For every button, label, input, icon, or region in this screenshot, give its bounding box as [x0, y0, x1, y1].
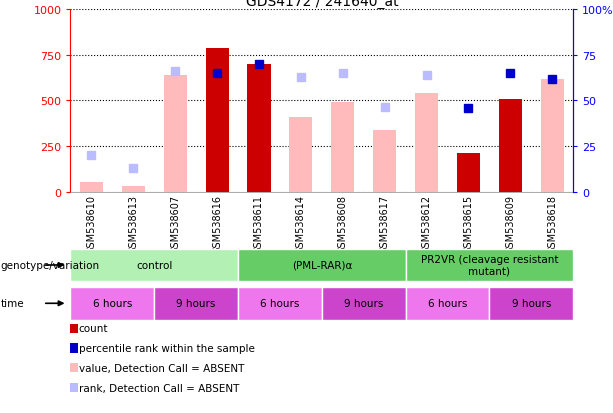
Bar	[499, 100, 522, 192]
Text: value, Detection Call = ABSENT: value, Detection Call = ABSENT	[78, 363, 244, 373]
Bar	[373, 130, 396, 192]
Text: time: time	[1, 299, 25, 309]
Bar	[457, 154, 480, 192]
Bar	[289, 118, 313, 192]
Bar	[164, 76, 187, 192]
Bar	[541, 79, 564, 192]
Bar	[205, 76, 229, 192]
Bar	[70, 287, 154, 320]
Text: count: count	[78, 323, 108, 333]
Text: percentile rank within the sample: percentile rank within the sample	[78, 343, 254, 353]
Text: PR2VR (cleavage resistant
mutant): PR2VR (cleavage resistant mutant)	[421, 254, 558, 276]
Title: GDS4172 / 241640_at: GDS4172 / 241640_at	[246, 0, 398, 9]
Bar	[154, 287, 238, 320]
Bar	[322, 287, 406, 320]
Text: 6 hours: 6 hours	[261, 299, 300, 309]
Bar	[489, 287, 573, 320]
Text: (PML-RAR)α: (PML-RAR)α	[292, 260, 352, 271]
Bar	[238, 287, 322, 320]
Bar	[331, 103, 354, 192]
Bar	[122, 187, 145, 192]
Bar	[70, 250, 238, 281]
Bar	[205, 48, 229, 192]
Bar	[80, 183, 103, 192]
Text: 9 hours: 9 hours	[344, 299, 383, 309]
Text: 9 hours: 9 hours	[177, 299, 216, 309]
Text: 6 hours: 6 hours	[93, 299, 132, 309]
Text: 9 hours: 9 hours	[512, 299, 551, 309]
Bar	[406, 287, 489, 320]
Bar	[238, 250, 406, 281]
Bar	[415, 94, 438, 192]
Text: 6 hours: 6 hours	[428, 299, 467, 309]
Bar	[406, 250, 573, 281]
Text: genotype/variation: genotype/variation	[1, 260, 100, 271]
Text: control: control	[136, 260, 172, 271]
Text: rank, Detection Call = ABSENT: rank, Detection Call = ABSENT	[78, 383, 239, 393]
Bar	[248, 65, 270, 192]
